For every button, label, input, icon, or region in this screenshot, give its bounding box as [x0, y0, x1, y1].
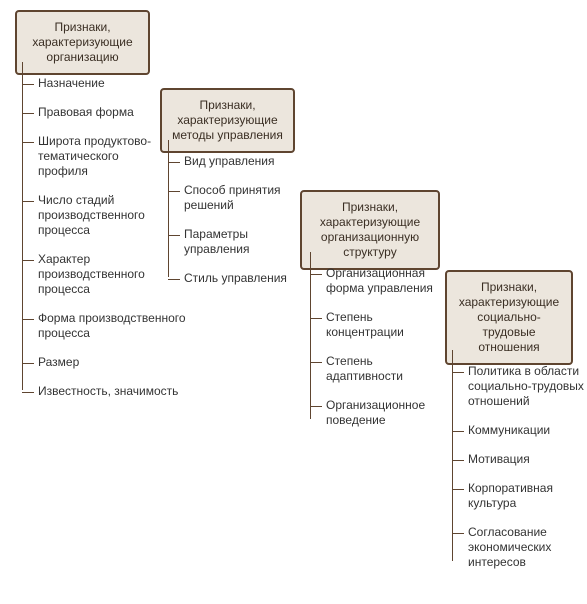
- list-item: Организационное поведение: [310, 398, 446, 428]
- list-item: Форма производственного процесса: [22, 311, 203, 341]
- diagram-stage: Признаки, характеризующие организацию На…: [0, 0, 587, 604]
- group-methods-list: Вид управления Способ принятия решений П…: [168, 140, 294, 286]
- list-item: Согласование экономических интересов: [452, 525, 587, 570]
- list-item: Политика в области социально-трудовых от…: [452, 364, 587, 409]
- list-item: Размер: [22, 355, 203, 370]
- list-item: Степень концентрации: [310, 310, 446, 340]
- list-item: Организационная форма управления: [310, 266, 446, 296]
- list-item: Коммуникации: [452, 423, 587, 438]
- group-social-list: Политика в области социально-трудовых от…: [452, 350, 587, 570]
- list-item: Известность, значимость: [22, 384, 203, 399]
- list-item: Способ принятия решений: [168, 183, 294, 213]
- list-item: Мотивация: [452, 452, 587, 467]
- list-item: Вид управления: [168, 154, 294, 169]
- group-structure-list: Организационная форма управления Степень…: [310, 252, 446, 428]
- list-item: Корпоративная культура: [452, 481, 587, 511]
- list-item: Степень адаптивности: [310, 354, 446, 384]
- list-item: Параметры управления: [168, 227, 294, 257]
- list-item: Стиль управления: [168, 271, 294, 286]
